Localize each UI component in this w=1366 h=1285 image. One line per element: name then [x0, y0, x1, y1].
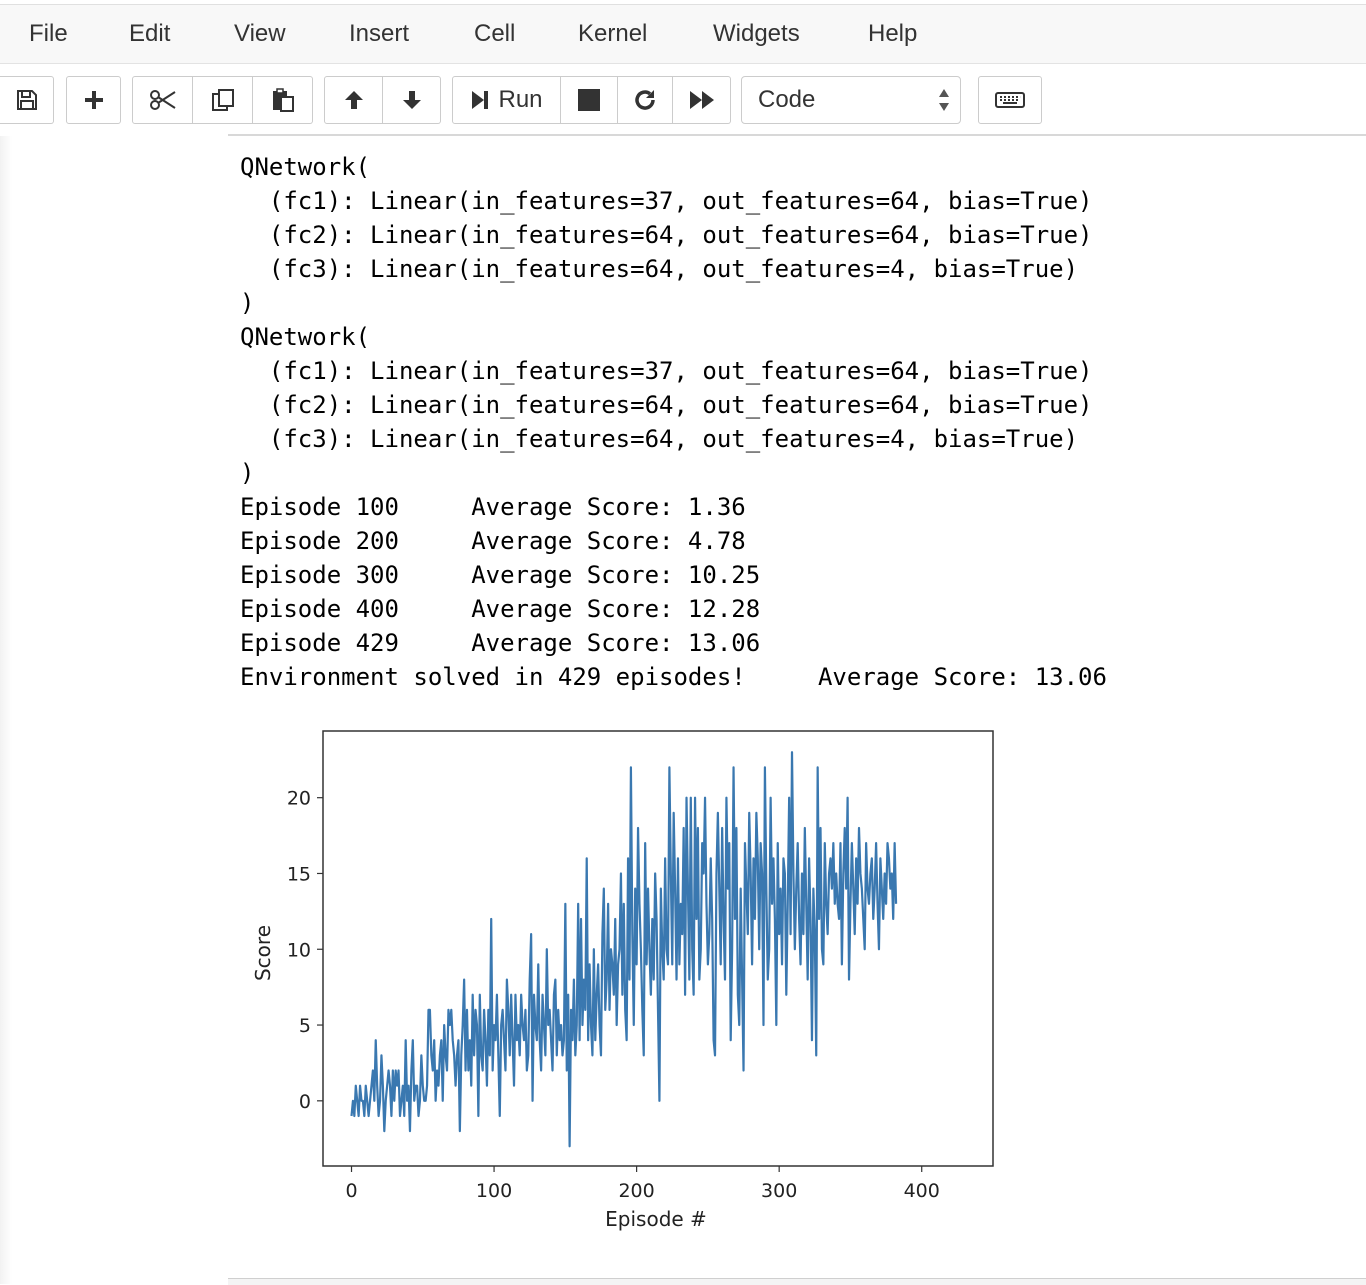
x-tick-label: 400 — [904, 1180, 940, 1202]
menu-cell[interactable]: Cell — [474, 20, 516, 47]
interrupt-button[interactable] — [561, 76, 618, 124]
stop-icon — [578, 89, 600, 111]
fast-forward-icon — [689, 91, 714, 109]
toolbar-separator — [228, 134, 1366, 136]
command-palette-button[interactable] — [978, 76, 1042, 124]
paste-icon — [272, 88, 294, 112]
restart-button[interactable] — [618, 76, 673, 124]
plot-frame — [322, 730, 994, 1167]
score-chart: 0 100 200 300 400 0 5 10 15 20 Episode # Score — [251, 730, 994, 1231]
x-axis-label: Episode # — [605, 1207, 707, 1231]
bottom-scroll-edge — [228, 1278, 1366, 1285]
cell-type-select[interactable]: Code — [741, 76, 961, 124]
toolbar: Run Code — [0, 64, 1366, 134]
y-axis-label: Score — [251, 925, 275, 981]
keyboard-icon — [995, 92, 1025, 108]
series-line-score — [350, 751, 898, 1148]
run-button-label: Run — [498, 86, 543, 113]
y-tick-label: 5 — [299, 1015, 311, 1037]
menu-help[interactable]: Help — [868, 20, 918, 47]
save-button[interactable] — [0, 76, 54, 124]
x-tick-label: 200 — [618, 1180, 654, 1202]
insert-cell-button[interactable] — [66, 76, 121, 124]
run-button[interactable]: Run — [452, 76, 561, 124]
y-tick-label: 20 — [287, 788, 311, 810]
restart-icon — [635, 90, 655, 110]
move-up-button[interactable] — [324, 76, 383, 124]
menu-file[interactable]: File — [29, 20, 68, 47]
copy-icon — [211, 89, 234, 111]
menu-kernel[interactable]: Kernel — [578, 20, 648, 47]
x-tick-label: 0 — [345, 1180, 357, 1202]
menu-edit[interactable]: Edit — [129, 20, 171, 47]
menubar: File Edit View Insert Cell Kernel Widget… — [0, 4, 1366, 64]
x-axis: 0 100 200 300 400 — [345, 1166, 940, 1202]
restart-run-all-button[interactable] — [673, 76, 731, 124]
cell-type-value: Code — [758, 86, 816, 113]
menu-view[interactable]: View — [234, 20, 286, 47]
menu-widgets[interactable]: Widgets — [713, 20, 800, 47]
save-icon — [16, 90, 37, 110]
copy-button[interactable] — [193, 76, 253, 124]
scissors-icon — [149, 90, 176, 110]
x-tick-label: 300 — [761, 1180, 797, 1202]
plus-icon — [84, 91, 103, 109]
select-arrows-icon — [939, 89, 949, 111]
menu-insert[interactable]: Insert — [349, 20, 410, 47]
plot-area — [322, 730, 994, 1167]
y-axis: 0 5 10 15 20 — [287, 788, 323, 1113]
notebook-left-shadow — [0, 136, 12, 1284]
y-tick-label: 10 — [287, 939, 311, 961]
cut-button[interactable] — [132, 76, 193, 124]
y-tick-label: 0 — [299, 1091, 311, 1113]
cell-output: QNetwork( (fc1): Linear(in_features=37, … — [240, 150, 1107, 694]
arrow-up-icon — [344, 91, 363, 109]
step-forward-icon — [472, 91, 489, 109]
arrow-down-icon — [402, 91, 421, 109]
x-tick-label: 100 — [476, 1180, 512, 1202]
stdout-text: QNetwork( (fc1): Linear(in_features=37, … — [240, 153, 1107, 691]
move-down-button[interactable] — [383, 76, 441, 124]
paste-button[interactable] — [253, 76, 313, 124]
y-tick-label: 15 — [287, 863, 311, 885]
